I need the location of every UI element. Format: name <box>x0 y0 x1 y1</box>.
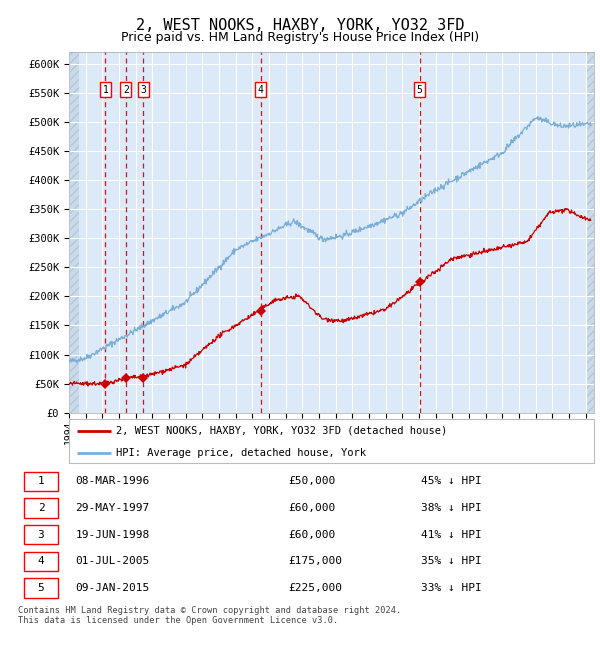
Bar <box>586 52 594 413</box>
Text: 2, WEST NOOKS, HAXBY, YORK, YO32 3FD: 2, WEST NOOKS, HAXBY, YORK, YO32 3FD <box>136 18 464 33</box>
Text: 41% ↓ HPI: 41% ↓ HPI <box>421 530 482 540</box>
FancyBboxPatch shape <box>25 499 58 517</box>
Text: 1: 1 <box>103 85 108 95</box>
Text: 2: 2 <box>38 503 44 513</box>
FancyBboxPatch shape <box>25 525 58 544</box>
Text: 5: 5 <box>416 85 422 95</box>
Text: Contains HM Land Registry data © Crown copyright and database right 2024.
This d: Contains HM Land Registry data © Crown c… <box>18 606 401 625</box>
Text: 45% ↓ HPI: 45% ↓ HPI <box>421 476 482 486</box>
Bar <box>69 52 79 413</box>
Text: 3: 3 <box>140 85 146 95</box>
Text: £50,000: £50,000 <box>289 476 336 486</box>
Text: 1: 1 <box>38 476 44 486</box>
Text: 29-MAY-1997: 29-MAY-1997 <box>76 503 150 513</box>
Text: 2: 2 <box>123 85 129 95</box>
Text: 2, WEST NOOKS, HAXBY, YORK, YO32 3FD (detached house): 2, WEST NOOKS, HAXBY, YORK, YO32 3FD (de… <box>116 426 448 436</box>
Text: £225,000: £225,000 <box>289 583 343 593</box>
Text: 4: 4 <box>258 85 263 95</box>
Text: £60,000: £60,000 <box>289 530 336 540</box>
FancyBboxPatch shape <box>69 419 594 463</box>
Text: 5: 5 <box>38 583 44 593</box>
Text: 3: 3 <box>38 530 44 540</box>
Text: 19-JUN-1998: 19-JUN-1998 <box>76 530 150 540</box>
Text: 33% ↓ HPI: 33% ↓ HPI <box>421 583 482 593</box>
Text: Price paid vs. HM Land Registry's House Price Index (HPI): Price paid vs. HM Land Registry's House … <box>121 31 479 44</box>
Text: 38% ↓ HPI: 38% ↓ HPI <box>421 503 482 513</box>
FancyBboxPatch shape <box>25 578 58 597</box>
Text: 08-MAR-1996: 08-MAR-1996 <box>76 476 150 486</box>
Text: HPI: Average price, detached house, York: HPI: Average price, detached house, York <box>116 448 366 458</box>
FancyBboxPatch shape <box>25 552 58 571</box>
Text: £60,000: £60,000 <box>289 503 336 513</box>
Text: 01-JUL-2005: 01-JUL-2005 <box>76 556 150 566</box>
Text: 09-JAN-2015: 09-JAN-2015 <box>76 583 150 593</box>
FancyBboxPatch shape <box>25 472 58 491</box>
Text: 35% ↓ HPI: 35% ↓ HPI <box>421 556 482 566</box>
Text: 4: 4 <box>38 556 44 566</box>
Text: £175,000: £175,000 <box>289 556 343 566</box>
